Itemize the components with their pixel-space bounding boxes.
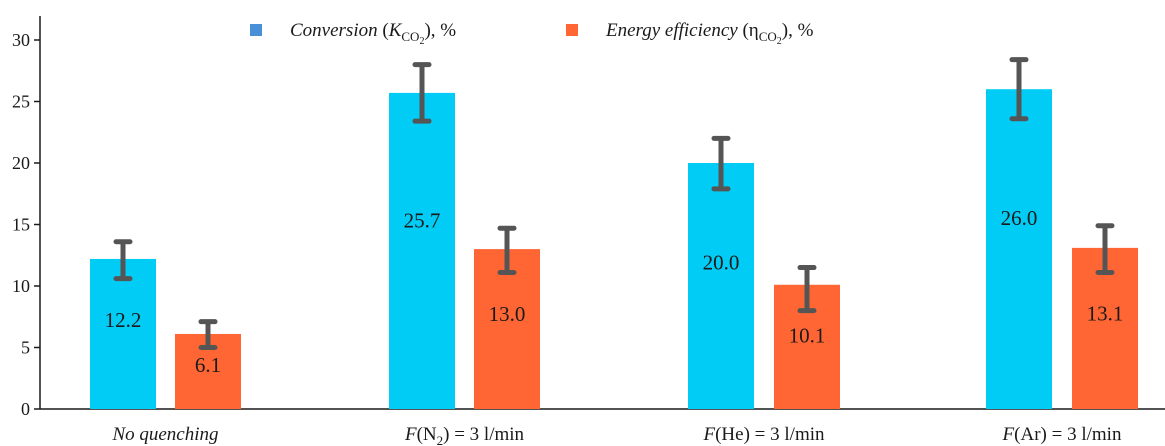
bars: 12.2 25.7 20.0 26.0 6.1 13.0 10.1 13.1 — [90, 57, 1138, 409]
category-label: No quenching — [111, 424, 218, 445]
bar-value-label: 13.0 — [489, 302, 526, 326]
y-tick-label: 20 — [12, 153, 30, 173]
y-tick-label: 5 — [21, 338, 30, 358]
bar — [389, 92, 455, 409]
bar — [474, 249, 540, 409]
y-tick-label: 10 — [12, 276, 30, 296]
bar — [688, 163, 754, 409]
category-label: F(He) = 3 l/min — [703, 424, 825, 445]
legend-swatch — [566, 24, 578, 36]
category-label: F(N2) = 3 l/min — [404, 424, 525, 446]
y-tick-label: 15 — [12, 215, 30, 235]
y-tick-label: 0 — [21, 399, 30, 419]
legend-label: Energy efficiency (ηCO2), % — [605, 20, 814, 47]
bar-value-label: 20.0 — [703, 250, 740, 274]
bar — [90, 258, 156, 409]
y-tick-label: 30 — [12, 30, 30, 50]
bar-value-label: 12.2 — [105, 308, 142, 332]
bar-value-label: 10.1 — [789, 323, 826, 347]
bar-value-label: 13.1 — [1087, 301, 1124, 325]
legend-label: Conversion (KCO2), % — [290, 20, 456, 47]
bar — [986, 89, 1052, 409]
y-tick-label: 25 — [12, 92, 30, 112]
legend-swatch — [250, 24, 262, 36]
bar-value-label: 6.1 — [195, 353, 221, 377]
category-label: F(Ar) = 3 l/min — [1002, 424, 1122, 445]
bar-value-label: 26.0 — [1001, 206, 1038, 230]
legend: Conversion (KCO2), % Energy efficiency (η… — [250, 20, 814, 47]
bar-value-label: 25.7 — [404, 208, 441, 232]
